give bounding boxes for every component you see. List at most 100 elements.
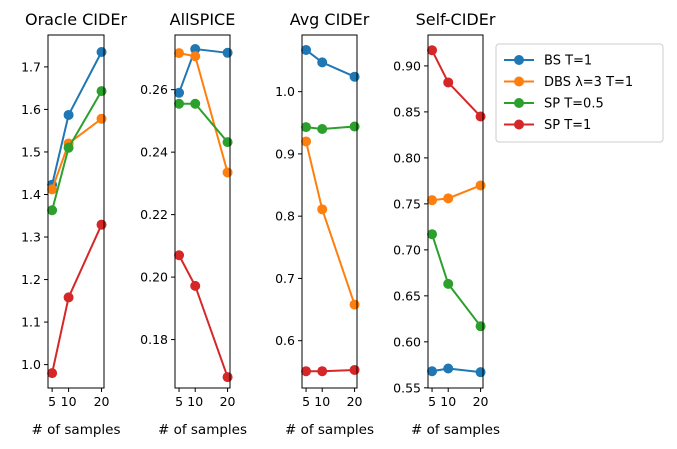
data-point [427,229,438,240]
y-tick-label: 0.80 [393,150,421,165]
y-tick-label: 0.85 [393,104,421,119]
data-point [63,142,74,153]
x-tick-label: 20 [473,394,489,409]
data-point [301,366,312,377]
legend-marker [514,55,524,65]
series-line [431,184,481,202]
data-point [475,367,486,378]
x-tick-label: 5 [175,394,183,409]
series-line [51,51,103,185]
x-axis-label: # of samples [158,422,247,438]
y-tick-label: 0.6 [275,333,295,348]
x-axis-label: # of samples [31,422,120,438]
x-tick-label: 10 [187,394,203,409]
y-tick-label: 1.3 [21,230,41,245]
data-point [443,363,454,374]
data-point [349,121,360,132]
data-point [317,366,328,377]
data-point [174,48,185,59]
data-point [443,77,454,88]
data-point [317,204,328,215]
y-tick-label: 1.2 [21,272,41,287]
series-line [431,233,482,327]
y-tick-label: 0.7 [275,271,295,286]
data-point [63,109,74,120]
data-point [427,366,438,377]
panel-title: Avg CIDEr [290,10,370,29]
x-tick-label: 10 [314,394,330,409]
y-tick-label: 0.8 [275,209,295,224]
y-tick-label: 0.9 [275,146,295,161]
data-point [475,321,486,332]
data-point [317,57,328,68]
series-line [305,49,355,78]
legend-label: DBS λ=3 T=1 [544,75,633,90]
series-line [305,125,355,131]
y-tick-label: 0.90 [393,58,421,73]
axes-frame [47,34,105,389]
x-axis-label: # of samples [285,422,374,438]
data-point [222,372,233,383]
axes-frame [174,34,231,389]
data-point [349,299,360,310]
y-tick-label: 0.65 [393,288,421,303]
x-tick-label: 5 [302,394,310,409]
y-tick-label: 0.55 [393,380,421,395]
x-tick-label: 10 [61,394,77,409]
data-point [317,124,328,135]
x-tick-label: 10 [440,394,456,409]
data-point [443,193,454,204]
y-tick-label: 1.7 [21,59,41,74]
panel-title: Oracle CIDEr [25,10,127,29]
data-point [427,45,438,56]
y-tick-label: 0.75 [393,196,421,211]
data-point [222,137,233,148]
data-point [63,292,74,303]
series-line [431,49,482,118]
data-point [190,98,201,109]
data-point [96,113,107,124]
y-tick-label: 1.6 [21,102,41,117]
legend-box [495,43,664,143]
panel-title: Self-CIDEr [416,10,496,29]
data-point [475,180,486,191]
axes-frame [427,34,484,389]
y-tick-label: 0.60 [393,334,421,349]
series-line [179,102,229,143]
data-point [190,44,201,55]
panel-title: AllSPICE [170,10,236,29]
x-tick-label: 20 [347,394,363,409]
data-point [301,44,312,55]
y-tick-label: 0.70 [393,242,421,257]
x-axis-label: # of samples [411,422,500,438]
data-point [174,87,185,98]
y-tick-label: 0.24 [140,145,168,160]
series-line [178,254,229,378]
data-point [190,51,201,62]
x-tick-label: 20 [220,394,236,409]
data-point [96,47,107,58]
y-tick-label: 1.4 [21,187,41,202]
data-point [427,195,438,206]
x-tick-label: 20 [94,394,110,409]
data-point [443,278,454,289]
data-point [222,47,233,58]
series-line [306,368,355,373]
data-point [47,368,58,379]
y-tick-label: 0.18 [140,332,168,347]
data-point [47,184,58,195]
y-tick-label: 1.0 [275,84,295,99]
data-point [174,98,185,109]
legend-label: BS T=1 [544,54,592,69]
data-point [349,71,360,82]
legend-marker [514,119,524,130]
data-point [96,86,107,97]
data-point [96,219,107,230]
data-point [301,122,312,133]
y-tick-label: 1.1 [21,315,41,330]
legend-label: SP T=0.5 [544,97,604,112]
legend-marker [514,98,524,108]
series-line [305,141,356,305]
data-point [349,364,360,375]
